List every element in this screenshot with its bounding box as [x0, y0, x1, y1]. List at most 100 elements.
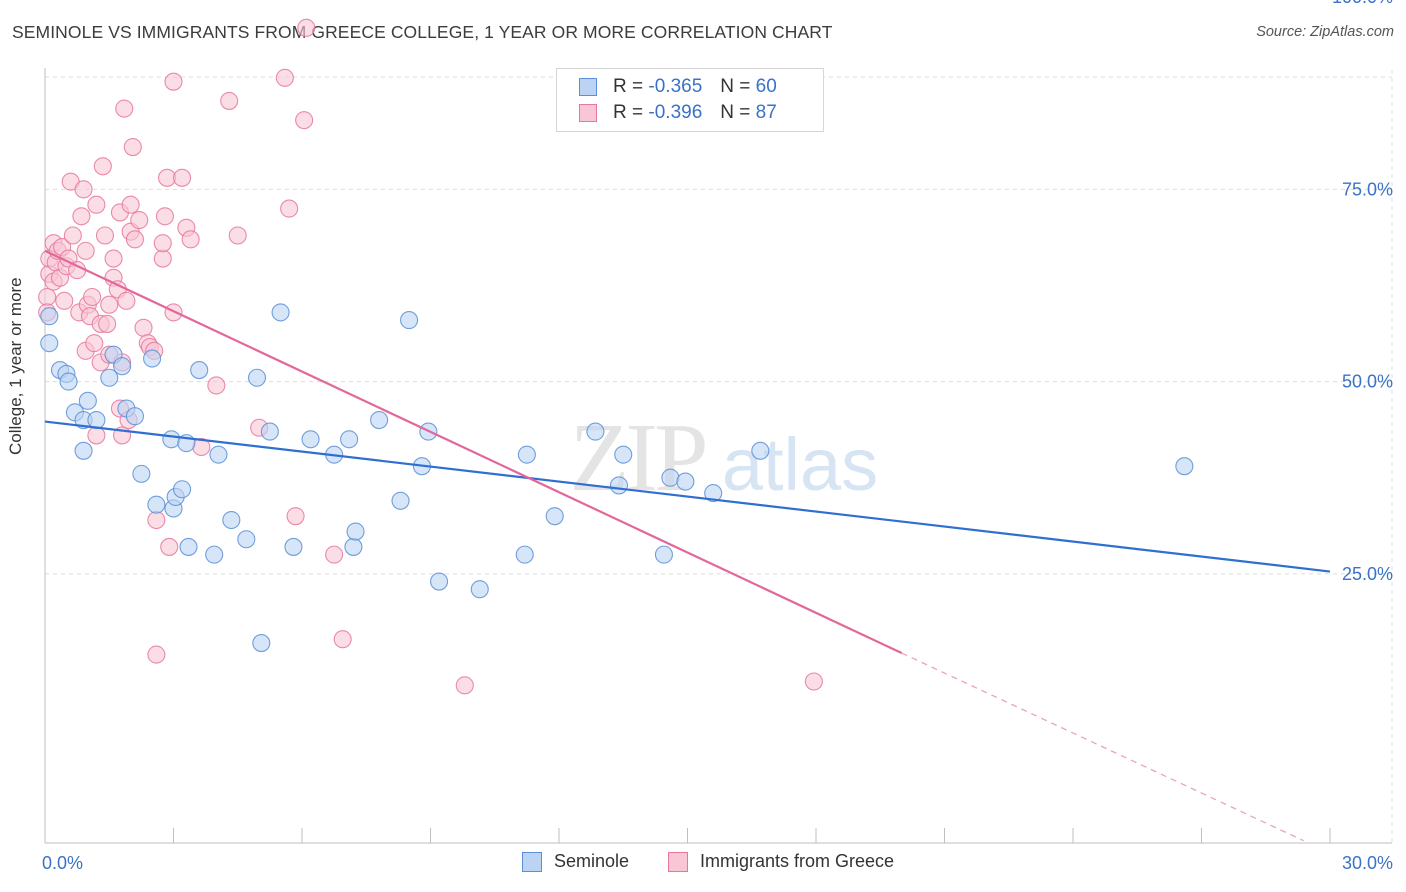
- greece-point: [325, 545, 344, 564]
- greece-point: [130, 211, 149, 230]
- seminole-point: [515, 545, 534, 564]
- y-axis-label: College, 1 year or more: [6, 277, 25, 455]
- seminole-point: [346, 522, 365, 541]
- greece-swatch: [579, 104, 597, 122]
- seminole-point: [132, 464, 151, 483]
- greece-point: [100, 295, 119, 314]
- seminole-point: [586, 422, 605, 441]
- greece-point: [155, 207, 174, 226]
- legend-row-seminole: R = -0.365 N = 60: [579, 75, 777, 99]
- n-label: N =: [720, 76, 751, 97]
- r-label: R =: [613, 76, 644, 97]
- y-tick-label: 75.0%: [1342, 179, 1393, 199]
- seminole-point: [252, 634, 271, 653]
- watermark-atlas: atlas: [722, 423, 878, 506]
- greece-point: [804, 672, 823, 691]
- greece-point: [275, 68, 294, 87]
- greece-legend-swatch: [668, 851, 688, 872]
- seminole-point: [370, 410, 389, 430]
- legend-row-greece: R = -0.396 N = 87: [579, 101, 777, 125]
- chart-title: SEMINOLE VS IMMIGRANTS FROM GREECE COLLE…: [12, 22, 833, 42]
- seminole-point: [751, 441, 770, 460]
- seminole-point: [704, 484, 723, 503]
- greece-point: [280, 199, 299, 218]
- seminole-point: [237, 530, 256, 549]
- correlation-legend: R = -0.365 N = 60 R = -0.396 N = 87: [556, 68, 824, 132]
- seminole-legend-swatch: [522, 851, 542, 872]
- greece-trend-extension: [901, 652, 1304, 842]
- greece-point: [228, 226, 247, 245]
- greece-point: [164, 72, 183, 91]
- greece-point: [147, 510, 166, 530]
- legend-item-greece[interactable]: Immigrants from Greece: [668, 851, 894, 872]
- greece-point: [455, 676, 474, 695]
- greece-point: [295, 111, 314, 130]
- seminole-point: [59, 372, 78, 391]
- greece-point: [85, 334, 104, 353]
- greece-point: [125, 230, 144, 249]
- seminole-point: [271, 303, 290, 322]
- seminole-point: [190, 361, 209, 380]
- x-tick-label: 30.0%: [1342, 853, 1393, 873]
- greece-point: [87, 195, 106, 214]
- seminole-point: [344, 537, 363, 556]
- greece-point: [95, 226, 115, 245]
- greece-point: [286, 507, 305, 526]
- y-tick-label: 100.0%: [1332, 0, 1393, 7]
- seminole-point: [400, 311, 419, 330]
- seminole-point: [614, 445, 633, 464]
- x-tick-label: 0.0%: [42, 853, 83, 873]
- greece-point: [153, 249, 172, 268]
- greece-trend-line: [44, 249, 903, 655]
- seminole-point: [162, 430, 181, 449]
- seminole-n-value: 60: [755, 76, 777, 97]
- seminole-point: [209, 445, 228, 464]
- greece-point: [207, 376, 226, 395]
- seminole-swatch: [579, 78, 597, 96]
- greece-point: [333, 630, 352, 649]
- seminole-point: [78, 391, 97, 410]
- greece-r-value: -0.396: [648, 102, 703, 123]
- seminole-point: [247, 368, 267, 387]
- seminole-point: [284, 537, 303, 556]
- greece-point: [173, 168, 192, 187]
- seminole-point: [74, 441, 93, 460]
- greece-point: [134, 318, 153, 337]
- seminole-point: [260, 422, 279, 441]
- greece-point: [74, 180, 93, 199]
- series-legend: Seminole Immigrants from Greece: [0, 851, 1406, 877]
- seminole-point: [545, 507, 564, 526]
- seminole-point: [205, 545, 224, 564]
- legend-label-greece: Immigrants from Greece: [700, 851, 895, 871]
- greece-point: [87, 426, 106, 445]
- seminole-point: [40, 307, 59, 326]
- seminole-r-value: -0.365: [648, 76, 703, 97]
- seminole-point: [517, 445, 536, 464]
- greece-point: [76, 241, 95, 260]
- greece-point: [55, 291, 74, 310]
- y-tick-label: 25.0%: [1342, 564, 1393, 584]
- seminole-point: [676, 472, 695, 491]
- legend-item-seminole[interactable]: Seminole: [522, 851, 629, 872]
- r-label: R =: [613, 102, 644, 123]
- greece-point: [153, 234, 172, 253]
- y-tick-label: 50.0%: [1342, 372, 1393, 392]
- seminole-point: [301, 430, 320, 449]
- seminole-point: [173, 480, 192, 499]
- seminole-point: [40, 334, 59, 353]
- source-credit: Source: ZipAtlas.com: [1256, 24, 1394, 40]
- greece-point: [72, 207, 91, 226]
- seminole-point: [430, 572, 449, 591]
- seminole-point: [654, 545, 673, 564]
- seminole-point: [222, 510, 241, 530]
- seminole-point: [125, 407, 144, 426]
- greece-point: [83, 287, 102, 307]
- greece-point: [117, 291, 136, 310]
- greece-point: [297, 18, 316, 37]
- greece-point: [115, 99, 134, 118]
- seminole-point: [113, 357, 132, 376]
- seminole-point: [1175, 457, 1194, 476]
- greece-point: [104, 249, 123, 268]
- legend-label-seminole: Seminole: [554, 851, 630, 871]
- greece-point: [160, 537, 179, 556]
